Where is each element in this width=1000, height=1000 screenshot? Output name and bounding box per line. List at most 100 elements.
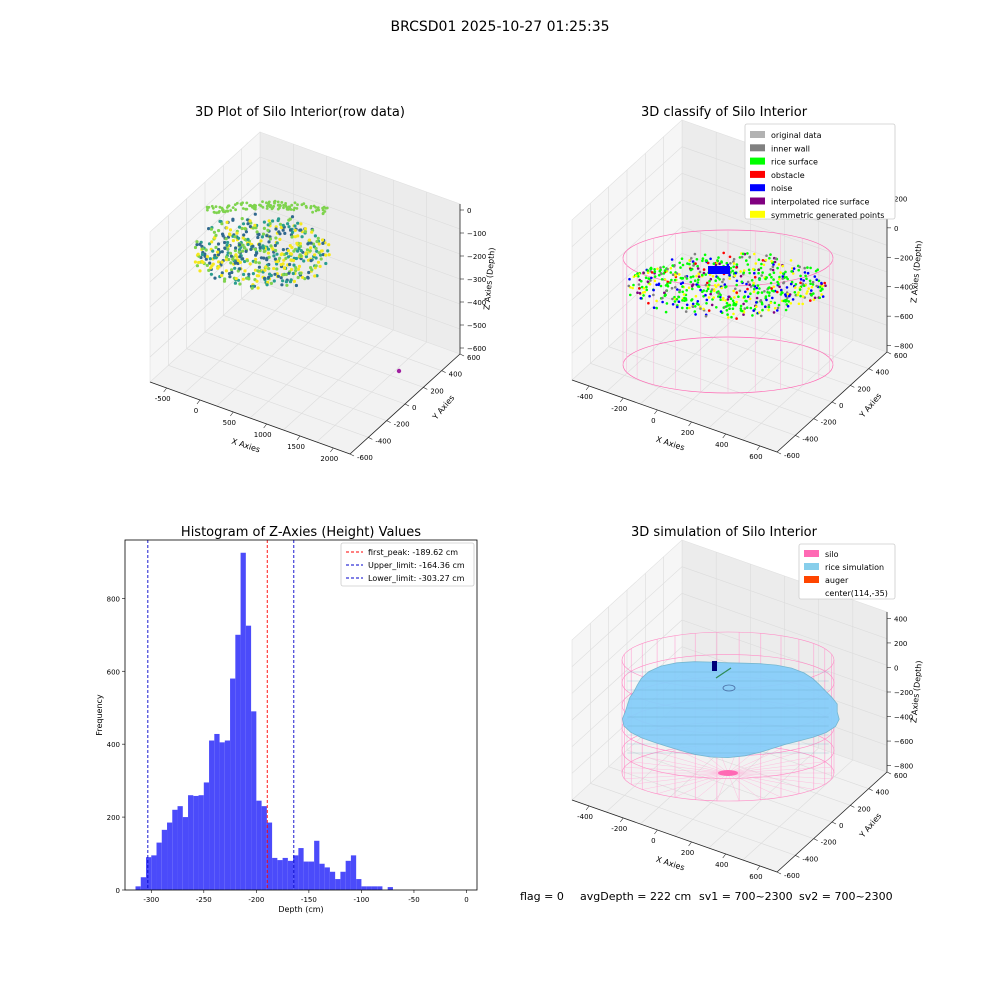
raw-x-tick <box>196 399 201 405</box>
cls-point <box>685 277 689 280</box>
cls-point <box>712 262 716 266</box>
raw-point <box>276 259 280 264</box>
footer-sv2: sv2 = 700~2300 <box>799 890 893 903</box>
raw-point <box>220 222 224 226</box>
raw-point <box>207 227 211 231</box>
cls-point <box>781 275 785 278</box>
cls-point <box>790 270 793 273</box>
cls-x-tick-label: 400 <box>715 441 728 449</box>
cls-point <box>732 265 735 269</box>
raw-point <box>309 246 313 250</box>
sim-x-tick-label: 400 <box>715 861 728 869</box>
cls-point <box>804 274 807 278</box>
raw-point <box>231 218 235 222</box>
raw-point <box>293 224 297 228</box>
raw-point <box>272 266 276 271</box>
cls-point <box>653 275 657 278</box>
cls-y-tick-label: -400 <box>802 435 818 443</box>
cls-point <box>757 271 760 275</box>
raw-point <box>238 260 242 264</box>
raw-point <box>210 264 214 268</box>
cls-point <box>724 299 727 302</box>
raw-point <box>226 240 230 245</box>
raw-point <box>300 275 305 279</box>
cls-point <box>803 271 807 274</box>
cls-y-label: Y Axies <box>857 391 883 420</box>
cls-point <box>769 301 773 305</box>
cls-point <box>729 267 733 270</box>
raw-point <box>248 204 252 208</box>
raw-point <box>267 275 271 279</box>
raw-point <box>218 219 222 223</box>
cls-point <box>689 275 693 279</box>
cls-point <box>760 291 764 294</box>
cls-point <box>774 257 778 260</box>
cls-point <box>637 275 640 278</box>
raw-point <box>236 258 240 262</box>
raw-point <box>217 247 221 252</box>
raw-point <box>266 280 270 284</box>
raw-point <box>289 252 293 256</box>
raw-point <box>253 268 257 272</box>
cls-point <box>645 285 648 289</box>
histogram-bar <box>272 857 278 890</box>
raw-point <box>206 206 209 210</box>
raw-grid-line <box>259 156 461 230</box>
histogram-bar <box>277 860 283 890</box>
cls-point <box>714 279 717 283</box>
raw-point <box>293 206 296 210</box>
raw-point <box>198 269 202 273</box>
raw-point <box>284 272 288 277</box>
cls-point <box>791 272 795 275</box>
raw-point <box>308 249 312 253</box>
raw-x-tick-label: 1500 <box>287 443 305 451</box>
cls-point <box>809 282 812 286</box>
sim-z-tick-label: −400 <box>894 714 913 722</box>
raw-point <box>309 259 313 263</box>
cls-legend-swatch <box>750 157 765 165</box>
cls-point <box>683 296 686 300</box>
sim-x-tick-label: 0 <box>651 837 655 845</box>
raw-y-tick <box>423 387 428 390</box>
raw-point <box>248 219 252 223</box>
raw-point <box>316 236 320 240</box>
raw-point <box>327 243 331 247</box>
cls-point <box>799 278 803 281</box>
cls-point <box>720 261 723 264</box>
cls-point <box>712 289 716 293</box>
sim-y-tick-label: 0 <box>839 822 843 830</box>
raw-point <box>287 225 291 229</box>
cls-point <box>758 287 761 290</box>
raw-point <box>238 282 242 286</box>
raw-point <box>212 230 216 234</box>
cls-legend-swatch <box>750 170 765 178</box>
raw-point <box>289 258 293 262</box>
cls-point <box>661 300 664 304</box>
raw-point <box>256 274 261 278</box>
cls-point <box>676 288 679 291</box>
cls-x-tick <box>654 409 658 415</box>
raw-point <box>208 257 212 261</box>
raw-point <box>284 202 287 205</box>
raw-point <box>255 230 259 234</box>
cls-point <box>719 295 722 299</box>
raw-point <box>244 249 248 253</box>
cls-point <box>760 301 764 304</box>
raw-point <box>295 207 299 210</box>
raw-point <box>265 207 269 210</box>
raw-point <box>258 248 262 253</box>
raw-point <box>312 204 316 208</box>
raw-point <box>266 228 270 232</box>
raw-point <box>276 274 280 278</box>
raw-point <box>286 249 290 253</box>
raw-point <box>241 243 245 247</box>
cls-point <box>778 285 781 289</box>
histogram-x-tick-label: -300 <box>143 896 159 904</box>
classify-plot-title: 3D classify of Silo Interior <box>641 105 808 120</box>
cls-point <box>745 299 748 303</box>
cls-point <box>778 278 781 281</box>
raw-point <box>311 210 314 214</box>
raw-point <box>212 210 216 214</box>
cls-point <box>727 304 730 307</box>
cls-point <box>721 280 724 284</box>
